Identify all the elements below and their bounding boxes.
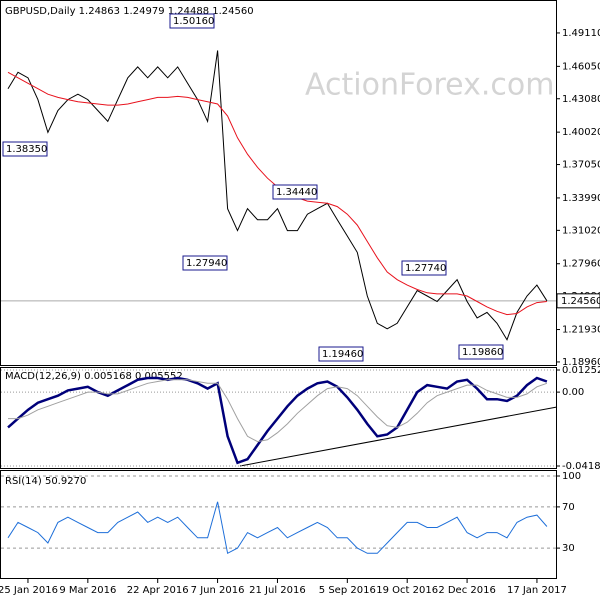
y-tick-label: 1.31020	[562, 225, 600, 236]
annotation-label: 1.19460	[322, 349, 363, 360]
y-tick-label: 0.00	[562, 387, 584, 398]
annotation-box	[272, 184, 318, 200]
y-tick-label: 1.27960	[562, 259, 600, 270]
x-tick-label: 21 Jul 2016	[249, 585, 306, 596]
y-tick-label: 1.37050	[562, 160, 600, 171]
last-price-label: 1.24560	[561, 296, 600, 307]
x-tick-label: 19 Oct 2016	[376, 585, 438, 596]
y-tick-label: 1.33990	[562, 193, 600, 204]
trend-line	[239, 406, 558, 467]
y-tick-label: 1.40020	[562, 127, 600, 138]
y-tick-label: 100	[562, 471, 581, 482]
annotation-label: 1.27940	[186, 258, 227, 269]
macd-title: MACD(12,26,9) 0.005168 0.005552	[5, 371, 183, 382]
y-tick-label: 1.43080	[562, 94, 600, 105]
x-tick-label: 25 Jan 2016	[0, 585, 58, 596]
y-tick-label: 30	[562, 543, 575, 554]
series-line	[7, 501, 548, 555]
y-tick-label: 1.21930	[562, 325, 600, 336]
rsi-panel	[0, 470, 557, 579]
annotation-box	[318, 346, 364, 362]
x-tick-label: 2 Dec 2016	[438, 585, 496, 596]
price-title: GBPUSD,Daily 1.24863 1.24979 1.24488 1.2…	[5, 6, 254, 17]
annotation-label: 1.27740	[405, 263, 446, 274]
x-tick-label: 9 Mar 2016	[59, 585, 116, 596]
annotation-box	[2, 141, 48, 157]
series-line	[7, 376, 548, 465]
x-tick-label: 17 Jan 2017	[507, 585, 567, 596]
annotation-label: 1.34440	[276, 187, 317, 198]
y-tick-label: 1.18960	[562, 357, 600, 368]
series-line	[8, 379, 548, 443]
y-tick-label: 70	[562, 502, 575, 513]
annotation-box	[182, 255, 228, 271]
annotation-label: 1.19860	[462, 347, 503, 358]
annotation-box	[458, 344, 504, 360]
y-tick-label: 1.49110	[562, 28, 600, 39]
watermark: ActionForex.com	[305, 68, 554, 103]
y-tick-label: -0.041823	[562, 461, 600, 472]
x-tick-label: 22 Apr 2016	[127, 585, 189, 596]
last-price-box	[556, 293, 600, 309]
x-tick-label: 7 Jun 2016	[191, 585, 245, 596]
x-tick-label: 5 Sep 2016	[319, 585, 376, 596]
y-tick-label: 0.012522	[562, 365, 600, 376]
annotation-label: 1.50160	[173, 16, 214, 27]
annotation-box	[401, 260, 447, 276]
macd-panel	[0, 367, 557, 469]
series-line	[7, 50, 548, 341]
price-panel	[0, 0, 557, 366]
annotation-label: 1.38350	[6, 144, 47, 155]
y-tick-label: 1.46050	[562, 61, 600, 72]
rsi-title: RSI(14) 50.9270	[5, 476, 86, 487]
annotation-box	[169, 13, 215, 29]
